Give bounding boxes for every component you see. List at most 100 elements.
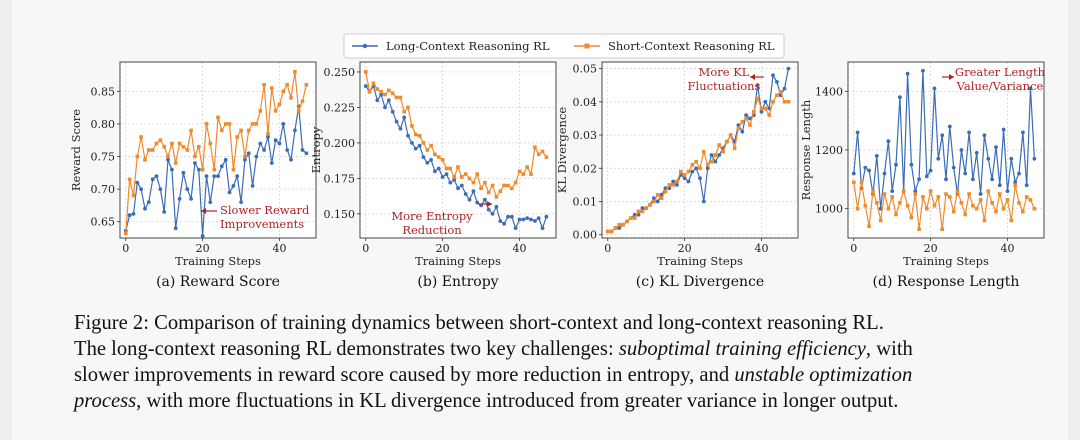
entropy-point-short [517,169,522,174]
kl-annotation-arrowhead [750,74,755,80]
entropy-frame [359,61,557,239]
resp-point-short [1005,198,1010,202]
reward-point-short [285,83,289,87]
entropy-point-short [413,132,418,137]
kl-point-short [621,222,625,227]
resp-xtick-label: 0 [850,242,857,255]
resp-point-short [948,195,952,199]
kl-subtitle: (c) KL Divergence [636,274,764,290]
resp-annotation-text: Greater Length [955,65,1046,79]
resp-point-short [951,209,956,214]
reward-point-long [223,157,228,162]
resp-point-long [947,124,952,129]
reward-point-long [227,190,232,195]
reward-point-short [143,158,147,162]
entropy-point-short [390,91,395,95]
reward-point-short [154,141,159,146]
kl-point-long [775,80,779,84]
legend-long-label: Long-Context Reasoning RL [386,39,550,53]
kl-point-long [694,166,699,171]
entropy-point-short [421,141,426,145]
kl-point-long [617,226,622,230]
entropy-point-short [490,183,495,188]
reward-point-long [143,206,147,211]
entropy-point-long [521,217,526,222]
reward-point-short [277,102,282,107]
kl-point-long [686,179,691,184]
reward-point-short [254,122,259,126]
entropy-xlabel: Training Steps [415,254,501,268]
entropy-point-long [363,84,368,88]
reward-point-short [139,135,143,139]
caption-line-4b: , with more fluctuations in KL divergenc… [136,390,899,412]
kl-point-short [775,93,779,97]
kl-point-short [679,169,683,174]
kl-point-short [609,229,614,234]
resp-annotation-arrowhead [949,74,954,80]
resp-point-short [921,195,925,199]
kl-point-long [655,199,660,204]
entropy-point-long [410,141,414,145]
resp-point-short [894,212,898,217]
legend-short-marker [584,43,590,49]
entropy-point-long [490,212,495,216]
entropy-point-long [383,105,387,110]
kl-point-long [671,179,675,184]
reward-point-short [231,167,236,172]
resp-point-short [986,189,991,193]
kl-point-short [705,163,710,167]
kl-point-long [698,176,702,181]
kl-point-short [759,106,764,111]
resp-point-short [925,206,929,211]
kl-point-long [759,109,764,114]
entropy-point-short [525,165,529,169]
kl-point-short [655,193,660,197]
reward-ytick-label: 0.75 [91,151,116,164]
reward-point-short [296,109,301,113]
resp-point-short [978,198,983,202]
entropy-point-long [444,172,449,177]
kl-point-short [667,183,672,187]
kl-point-short [782,100,787,104]
entropy-point-short [544,155,549,159]
kl-ytick-label: 0.00 [573,229,598,242]
reward-point-long [173,226,178,231]
resp-point-long [874,154,879,158]
resp-point-short [852,180,856,185]
entropy-point-long [536,216,541,221]
reward-point-short [131,193,136,198]
kl-point-long [786,66,791,71]
reward-point-long [235,174,240,179]
resp-point-long [971,177,975,182]
entropy-point-long [413,146,418,151]
entropy-point-long [456,186,460,191]
entropy-ytick-label: 0.250 [324,66,356,79]
reward-point-long [189,197,194,201]
kl-xtick-label: 0 [604,242,611,255]
resp-point-long [994,145,998,150]
entropy-point-long [429,158,433,162]
reward-point-long [243,157,247,162]
reward-point-long [139,187,143,192]
resp-point-long [940,133,945,138]
entropy-point-long [402,115,407,120]
entropy-point-short [429,143,433,148]
entropy-point-long [398,126,403,131]
resp-point-short [901,189,906,193]
kl-point-short [771,100,775,104]
resp-point-long [951,165,956,170]
resp-point-long [1001,127,1006,132]
reward-point-long [269,161,274,165]
reward-point-short [289,96,293,100]
entropy-point-short [367,90,372,94]
entropy-xtick-label: 20 [436,242,450,255]
resp-point-long [886,139,891,144]
entropy-point-short [371,81,376,86]
reward-point-short [293,70,297,74]
resp-point-long [1013,180,1018,185]
entropy-point-long [440,175,445,179]
resp-point-long [924,174,929,179]
entropy-point-short [463,172,468,176]
legend-short-label: Short-Context Reasoning RL [608,39,775,53]
resp-point-short [898,201,902,205]
